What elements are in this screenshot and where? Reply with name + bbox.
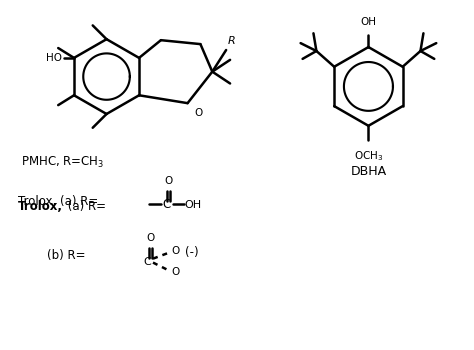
Text: C: C: [143, 257, 151, 267]
Text: HO: HO: [46, 53, 62, 63]
Text: (a) R=: (a) R=: [64, 199, 110, 212]
Text: OH: OH: [184, 199, 202, 210]
Text: (-): (-): [184, 246, 198, 259]
Text: PMHC, R=CH$_3$: PMHC, R=CH$_3$: [20, 155, 104, 170]
Text: O: O: [194, 108, 203, 118]
Text: OH: OH: [360, 18, 376, 27]
Text: O: O: [146, 233, 154, 243]
Text: DBHA: DBHA: [350, 165, 386, 178]
Text: Trolox, (a) R=: Trolox, (a) R=: [18, 195, 101, 208]
Text: C: C: [162, 198, 170, 211]
Text: OCH$_3$: OCH$_3$: [354, 149, 383, 163]
Text: O: O: [172, 246, 180, 256]
Text: Trolox,: Trolox,: [18, 199, 63, 212]
Text: O: O: [164, 176, 173, 186]
Text: O: O: [172, 267, 180, 278]
Text: (b) R=: (b) R=: [47, 249, 90, 262]
Text: R: R: [228, 36, 236, 46]
